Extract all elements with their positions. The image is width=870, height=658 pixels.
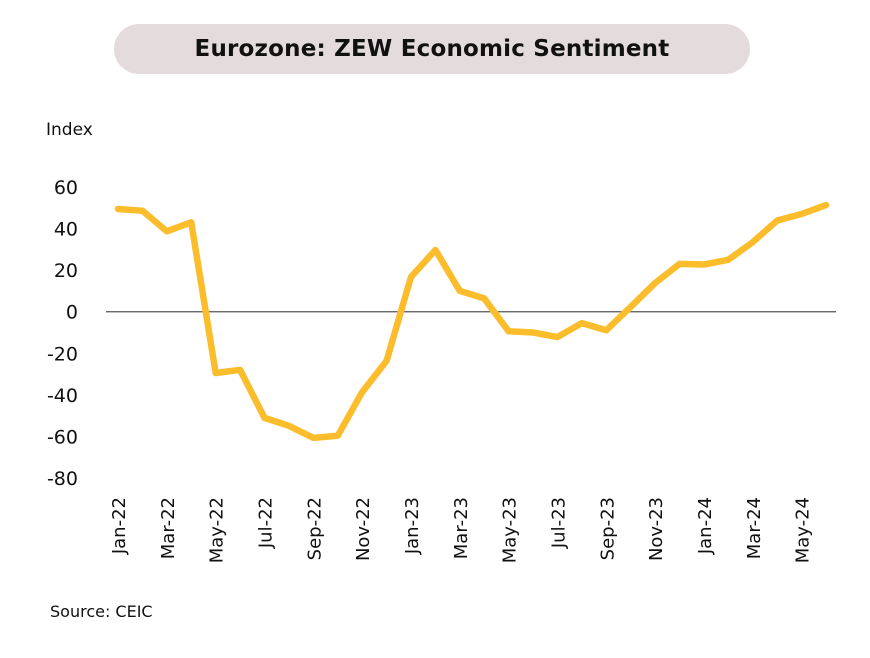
x-tick-label: Jan-22: [109, 497, 130, 555]
x-tick-label: Jul-22: [255, 497, 276, 549]
chart-title-pill: Eurozone: ZEW Economic Sentiment: [114, 24, 750, 74]
x-tick-label: Jan-23: [402, 497, 423, 555]
chart-title: Eurozone: ZEW Economic Sentiment: [194, 36, 670, 62]
series-layer: [114, 201, 830, 442]
y-tick-label: -80: [47, 468, 78, 490]
y-tick-label: 0: [66, 302, 78, 324]
x-tick-label: Mar-24: [744, 497, 765, 559]
series-line: [114, 201, 830, 442]
x-tick-label: Nov-23: [646, 497, 667, 561]
y-tick-label: -40: [47, 385, 78, 407]
x-tick-label: Mar-22: [158, 497, 179, 559]
x-tick-labels: Jan-22 Mar-22 May-22 Jul-22 Sep-22 Nov-22 Jan-…: [109, 497, 814, 563]
y-axis-unit-label: Index: [46, 120, 93, 140]
x-tick-label: May-23: [500, 497, 521, 563]
x-tick-label: Jul-23: [548, 497, 569, 549]
y-tick-label: -60: [47, 426, 78, 448]
x-tick-label: Sep-22: [304, 497, 325, 560]
y-tick-label: 40: [54, 219, 78, 241]
x-tick-label: Nov-22: [353, 497, 374, 561]
y-tick-label: -20: [47, 343, 78, 365]
y-tick-label: 60: [54, 177, 78, 199]
x-tick-label: May-22: [207, 497, 228, 563]
x-tick-label: Sep-23: [597, 497, 618, 560]
y-tick-labels: 60 40 20 0 -20 -40 -60 -80: [47, 177, 78, 490]
source-note: Source: CEIC: [50, 602, 153, 621]
x-tick-label: Jan-24: [695, 497, 716, 555]
x-tick-label: Mar-23: [451, 497, 472, 559]
x-tick-label: May-24: [793, 497, 814, 563]
y-tick-label: 20: [54, 260, 78, 282]
